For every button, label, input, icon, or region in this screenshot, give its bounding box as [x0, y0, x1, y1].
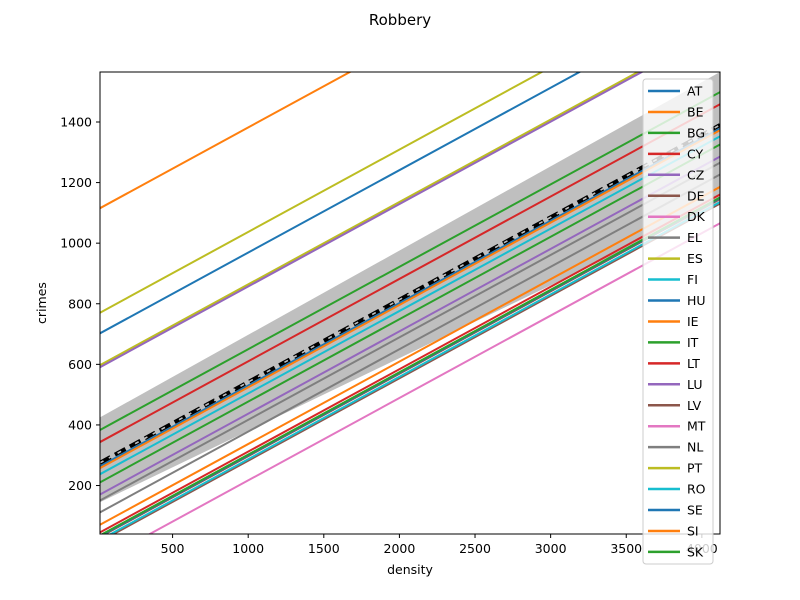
- series-line-hu: [100, 72, 582, 335]
- plot-area: [100, 72, 720, 534]
- legend-label-it: IT: [687, 335, 699, 350]
- chart-title: Robbery: [369, 11, 431, 29]
- x-axis-label: density: [387, 562, 433, 577]
- y-axis-label: crimes: [34, 282, 49, 324]
- legend-label-nl: NL: [687, 440, 703, 455]
- legend-label-cy: CY: [687, 146, 704, 161]
- series-line-lu: [100, 72, 644, 369]
- legend-label-bg: BG: [687, 125, 705, 140]
- series-line-sk: [100, 196, 720, 534]
- legend-label-fi: FI: [687, 272, 698, 287]
- plot-frame: [99, 71, 721, 535]
- legend-label-lt: LT: [687, 356, 700, 371]
- legend-label-sk: SK: [687, 544, 704, 559]
- series-line-cz: [100, 155, 720, 496]
- legend-label-ie: IE: [687, 314, 699, 329]
- y-axis: 200 400 600 800 1000 1200 1400: [60, 114, 100, 493]
- legend-entries: AT BE BG CY CZ DE DK EL ES FI HU IE IT LT LU LV MT NL PT RO…: [648, 84, 706, 559]
- y-tick-label: 1200: [60, 175, 92, 190]
- x-tick-label: 1500: [308, 541, 340, 556]
- series-line-be: [100, 129, 720, 470]
- series-line-cy: [100, 103, 720, 443]
- series-line-mt: [147, 222, 720, 534]
- x-tick-label: 500: [161, 541, 185, 556]
- y-tick-label: 800: [68, 296, 92, 311]
- legend: AT BE BG CY CZ DE DK EL ES FI HU IE IT LT LU LV MT NL PT RO…: [642, 78, 714, 565]
- mean-line-overlay: [100, 124, 720, 464]
- legend-label-hu: HU: [687, 293, 706, 308]
- confidence-band: [100, 72, 720, 503]
- x-tick-label: 3500: [610, 541, 642, 556]
- x-tick-label: 3000: [535, 541, 567, 556]
- legend-label-lv: LV: [687, 398, 702, 413]
- legend-label-be: BE: [687, 104, 704, 119]
- series-line-bg: [100, 143, 720, 484]
- legend-label-si: SI: [687, 523, 699, 538]
- x-tick-label: 2500: [459, 541, 491, 556]
- legend-label-es: ES: [687, 251, 703, 266]
- y-tick-label: 1000: [60, 236, 92, 251]
- series-lines: [100, 72, 720, 534]
- series-line-el: [100, 173, 720, 514]
- legend-label-el: EL: [687, 230, 702, 245]
- series-line-it: [100, 91, 720, 431]
- series-line-lt: [100, 193, 720, 534]
- series-line-si: [100, 186, 720, 526]
- y-tick-label: 400: [68, 417, 92, 432]
- series-line-nl: [100, 161, 720, 502]
- y-tick-label: 1400: [60, 114, 92, 129]
- series-line-fi: [100, 135, 720, 476]
- legend-label-ro: RO: [687, 482, 706, 497]
- y-tick-label: 600: [68, 357, 92, 372]
- y-tick-label: 200: [68, 478, 92, 493]
- series-line-at: [100, 127, 720, 468]
- legend-label-dk: DK: [687, 209, 706, 224]
- series-line-pt: [100, 72, 544, 314]
- series-line-lv: [111, 202, 720, 534]
- x-axis: 5001000150020002500300035004000: [161, 534, 718, 556]
- x-tick-label: 2000: [384, 541, 416, 556]
- x-tick-label: 1000: [232, 541, 264, 556]
- legend-label-at: AT: [687, 84, 703, 99]
- legend-label-mt: MT: [687, 419, 706, 434]
- mean-line: [100, 123, 720, 465]
- legend-label-cz: CZ: [687, 167, 704, 182]
- series-line-ie: [100, 72, 353, 210]
- series-line-ro: [108, 201, 720, 534]
- legend-label-pt: PT: [687, 461, 703, 476]
- legend-label-de: DE: [687, 188, 705, 203]
- legend-label-lu: LU: [687, 377, 703, 392]
- series-line-es: [100, 72, 641, 367]
- legend-label-se: SE: [687, 503, 703, 518]
